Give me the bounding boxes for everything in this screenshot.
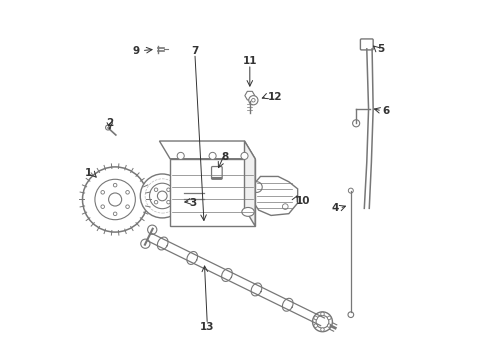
Text: 9: 9 (133, 46, 140, 56)
Text: 4: 4 (330, 203, 338, 213)
Circle shape (315, 315, 328, 328)
Circle shape (95, 179, 135, 220)
Circle shape (313, 324, 317, 328)
Text: 3: 3 (189, 198, 196, 208)
Circle shape (327, 316, 330, 320)
Circle shape (113, 212, 117, 216)
Circle shape (248, 96, 258, 105)
Text: 5: 5 (377, 44, 384, 54)
Circle shape (352, 120, 359, 127)
Circle shape (140, 174, 184, 218)
Polygon shape (170, 159, 255, 226)
Circle shape (101, 190, 104, 194)
Circle shape (313, 316, 317, 320)
Circle shape (101, 205, 104, 208)
Ellipse shape (242, 207, 254, 216)
Circle shape (154, 201, 158, 204)
Text: 10: 10 (295, 196, 310, 206)
Circle shape (251, 99, 255, 102)
Circle shape (282, 204, 287, 210)
Text: 12: 12 (267, 92, 282, 102)
Circle shape (347, 188, 353, 193)
Text: 1: 1 (85, 168, 92, 178)
Polygon shape (159, 141, 255, 159)
Polygon shape (244, 141, 255, 226)
Text: 2: 2 (106, 118, 113, 128)
Circle shape (347, 312, 353, 318)
Circle shape (241, 152, 247, 159)
Circle shape (327, 324, 330, 328)
Circle shape (141, 239, 150, 248)
Circle shape (125, 205, 129, 208)
Text: 7: 7 (191, 46, 198, 56)
Circle shape (113, 183, 117, 187)
Circle shape (125, 190, 129, 194)
Text: 11: 11 (242, 56, 257, 66)
Text: 6: 6 (382, 106, 389, 116)
Circle shape (166, 188, 170, 192)
Circle shape (147, 225, 157, 234)
Circle shape (209, 152, 216, 159)
Circle shape (177, 152, 184, 159)
Circle shape (108, 193, 122, 206)
FancyBboxPatch shape (211, 167, 222, 179)
Circle shape (166, 201, 170, 204)
Polygon shape (249, 176, 297, 215)
Circle shape (154, 188, 158, 192)
Circle shape (320, 312, 324, 316)
Circle shape (82, 167, 147, 232)
Circle shape (320, 328, 324, 331)
Circle shape (157, 191, 167, 201)
Circle shape (149, 183, 175, 209)
Text: 13: 13 (200, 322, 214, 332)
FancyBboxPatch shape (360, 39, 372, 50)
Circle shape (251, 182, 262, 192)
Text: 8: 8 (221, 152, 228, 162)
Circle shape (312, 312, 332, 332)
Circle shape (105, 125, 110, 130)
